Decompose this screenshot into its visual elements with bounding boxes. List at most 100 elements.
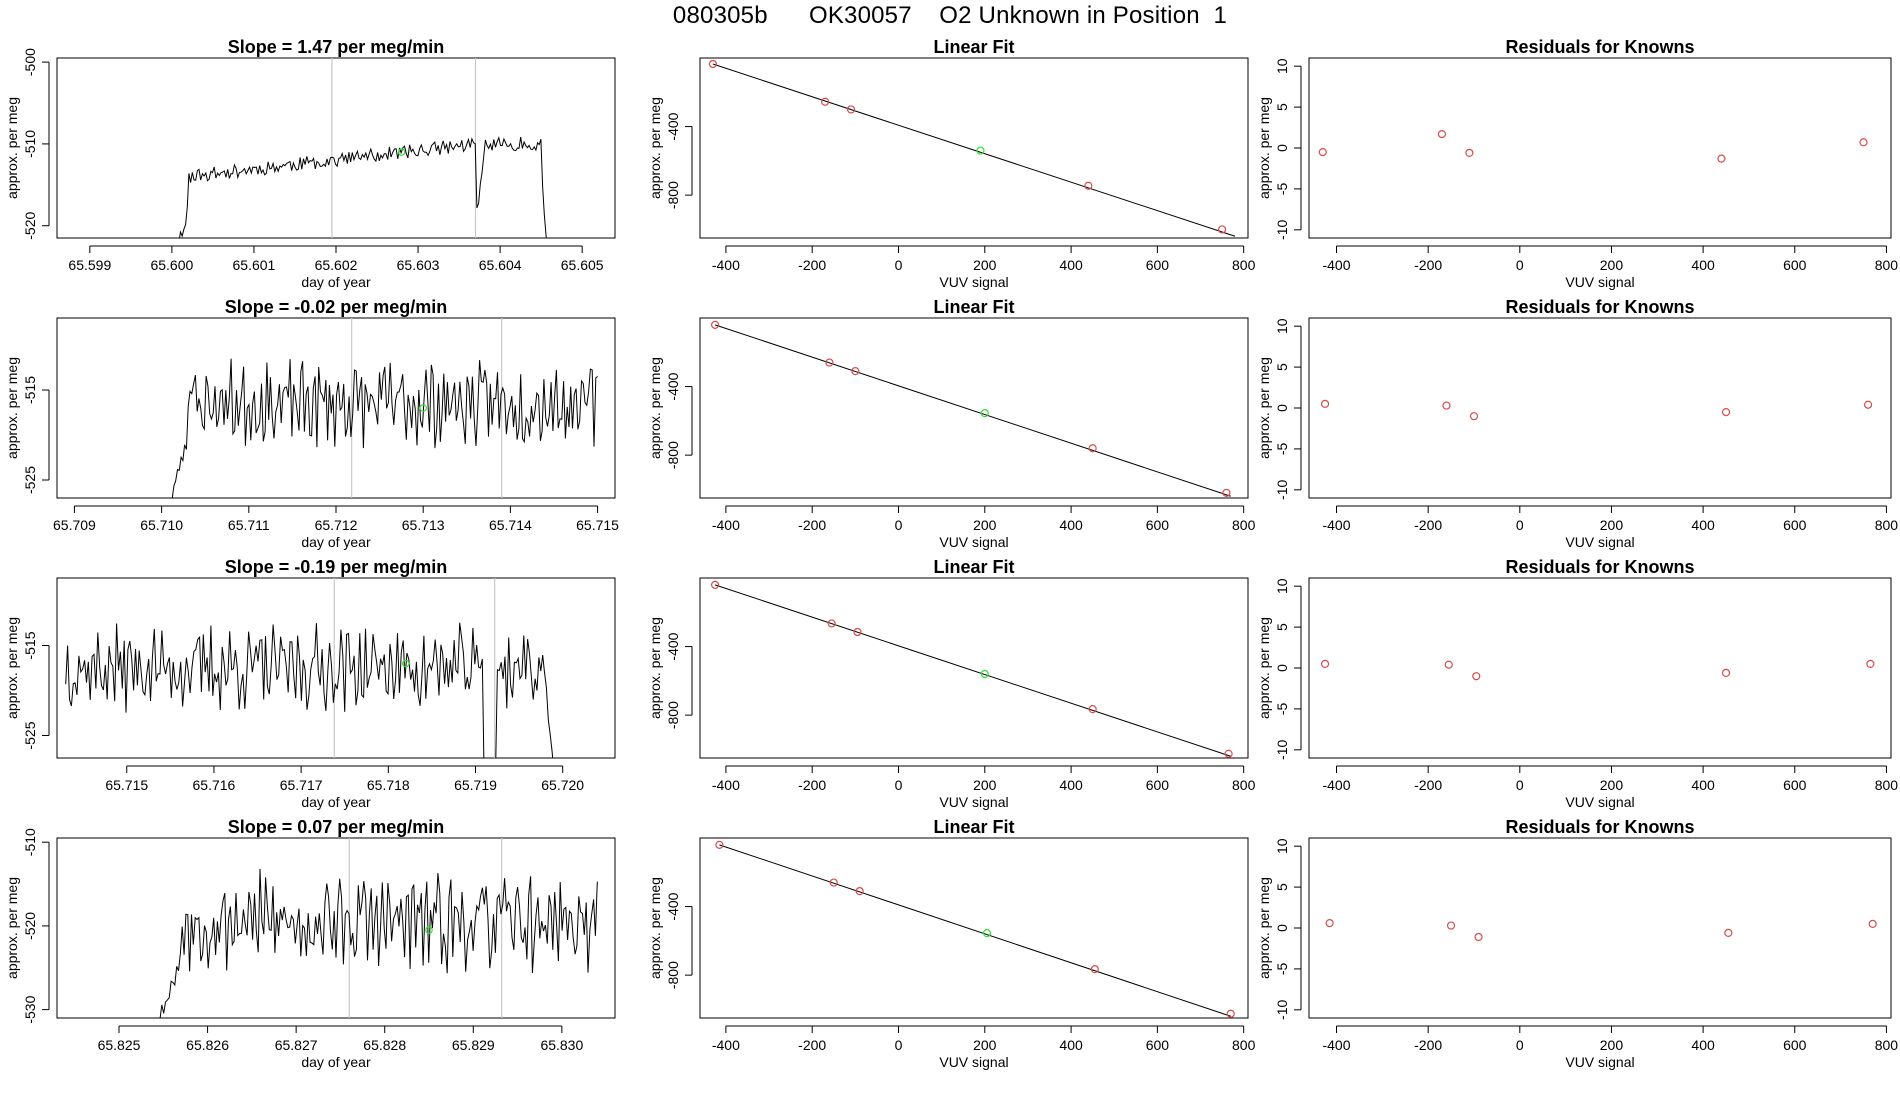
chart-title: Slope = -0.02 per meg/min — [225, 297, 448, 317]
x-tick-label: 65.710 — [140, 517, 183, 533]
plot-frame — [699, 317, 1249, 499]
known-point — [1863, 400, 1873, 409]
x-tick-label: 65.716 — [193, 777, 236, 793]
x-tick-label: 0 — [895, 1037, 903, 1053]
x-tick-label: 400 — [1691, 257, 1715, 273]
unknown-point — [980, 409, 989, 418]
chart-title: Linear Fit — [933, 557, 1014, 577]
plot-area — [178, 58, 547, 238]
x-axis-label: VUV signal — [1565, 274, 1634, 290]
known-point — [851, 367, 860, 376]
unknown-marker — [419, 404, 427, 412]
x-axis-label: VUV signal — [939, 1054, 1008, 1070]
x-tick-label: 65.830 — [540, 1037, 583, 1053]
unknown-marker — [425, 926, 433, 934]
x-tick-label: -400 — [1322, 517, 1350, 533]
plot-frame — [56, 317, 616, 499]
x-tick-label: -200 — [798, 257, 826, 273]
known-point — [846, 105, 856, 114]
chart-title: Linear Fit — [933, 297, 1014, 317]
plot-area — [1320, 399, 1873, 421]
y-tick-label: 5 — [1274, 883, 1290, 891]
x-tick-label: 400 — [1059, 517, 1083, 533]
y-tick-label: 10 — [1274, 838, 1290, 854]
x-axis-label: VUV signal — [1565, 794, 1634, 810]
x-tick-label: 200 — [1600, 777, 1624, 793]
plot-area — [711, 320, 1231, 497]
chart-panel-r3c2: Residuals for Knowns -400 -200 0 200 400 600 80… — [1256, 817, 1898, 1070]
known-point — [1084, 181, 1093, 190]
y-tick-label: 10 — [1274, 58, 1290, 74]
chart-panel-r0c0: Slope = 1.47 per meg/min 65.599 65.600 65.6… — [4, 37, 616, 290]
y-tick-label: 0 — [1274, 664, 1290, 672]
x-tick-label: 65.715 — [576, 517, 619, 533]
y-tick-label: -800 — [665, 181, 681, 209]
y-tick-label: -10 — [1274, 219, 1290, 239]
y-axis-label: approx. per meg — [1256, 357, 1272, 459]
y-tick-label: -525 — [22, 466, 38, 494]
chart-panel-r2c0: Slope = -0.19 per meg/min 65.715 65.716 65.… — [4, 557, 616, 810]
chart-panel-r0c2: Residuals for Knowns -400 -200 0 200 400 600 80… — [1256, 37, 1898, 290]
y-tick-label: -400 — [665, 372, 681, 400]
y-tick-label: 5 — [1274, 623, 1290, 631]
y-tick-label: -520 — [22, 212, 38, 240]
y-tick-label: -525 — [22, 721, 38, 749]
chart-panel-r1c1: Linear Fit -400 -200 0 200 400 600 800 VUV signa… — [647, 297, 1256, 550]
x-tick-label: 400 — [1059, 777, 1083, 793]
x-axis-label: day of year — [301, 1054, 371, 1070]
plot-area — [155, 838, 598, 1018]
plot-frame — [699, 57, 1249, 239]
chart-title: Residuals for Knowns — [1505, 297, 1694, 317]
unknown-point — [980, 669, 989, 679]
unknown-marker — [397, 148, 406, 156]
y-tick-label: -10 — [1274, 479, 1290, 499]
x-tick-label: 800 — [1875, 257, 1899, 273]
x-tick-label: 200 — [1600, 1037, 1624, 1053]
x-tick-label: 600 — [1783, 777, 1807, 793]
y-axis-label: approx. per meg — [1256, 97, 1272, 199]
y-tick-label: -500 — [22, 48, 38, 76]
plot-area — [711, 580, 1233, 758]
x-tick-label: 65.600 — [150, 257, 193, 273]
y-tick-label: -5 — [1274, 182, 1290, 195]
y-axis-label: approx. per meg — [647, 877, 663, 979]
x-tick-label: 65.828 — [363, 1037, 406, 1053]
y-tick-label: -510 — [22, 130, 38, 158]
fit-line — [714, 324, 1231, 497]
known-point — [1226, 1009, 1235, 1018]
signal-trace — [155, 868, 598, 1018]
signal-trace — [171, 358, 598, 498]
y-tick-label: -5 — [1274, 442, 1290, 455]
x-tick-label: -400 — [712, 1037, 740, 1053]
y-tick-label: 10 — [1274, 578, 1290, 594]
plot-frame — [699, 837, 1249, 1019]
x-axis-label: day of year — [301, 794, 371, 810]
x-tick-label: 0 — [1516, 257, 1524, 273]
known-point — [1469, 412, 1479, 421]
y-axis-label: approx. per meg — [4, 617, 20, 719]
known-point — [1325, 918, 1334, 928]
y-tick-label: 0 — [1274, 144, 1290, 152]
known-point — [825, 358, 834, 367]
plot-area — [708, 59, 1236, 237]
x-tick-label: 65.718 — [367, 777, 410, 793]
known-point — [1444, 660, 1453, 669]
plot-frame — [56, 837, 616, 1019]
y-axis-label: approx. per meg — [1256, 877, 1272, 979]
y-axis-label: approx. per meg — [4, 877, 20, 979]
x-tick-label: 65.713 — [402, 517, 445, 533]
y-tick-label: 0 — [1274, 924, 1290, 932]
y-tick-label: -400 — [665, 112, 681, 140]
known-point — [1868, 919, 1877, 929]
plot-area — [171, 318, 598, 498]
known-point — [1318, 147, 1327, 157]
x-tick-label: 65.709 — [53, 517, 96, 533]
x-tick-label: -200 — [1414, 777, 1442, 793]
x-tick-label: 400 — [1059, 257, 1083, 273]
x-tick-label: 400 — [1691, 1037, 1715, 1053]
known-point — [1320, 399, 1330, 409]
y-tick-label: -5 — [1274, 962, 1290, 975]
known-point — [855, 887, 864, 896]
x-tick-label: -200 — [798, 777, 826, 793]
y-axis-label: approx. per meg — [647, 97, 663, 199]
